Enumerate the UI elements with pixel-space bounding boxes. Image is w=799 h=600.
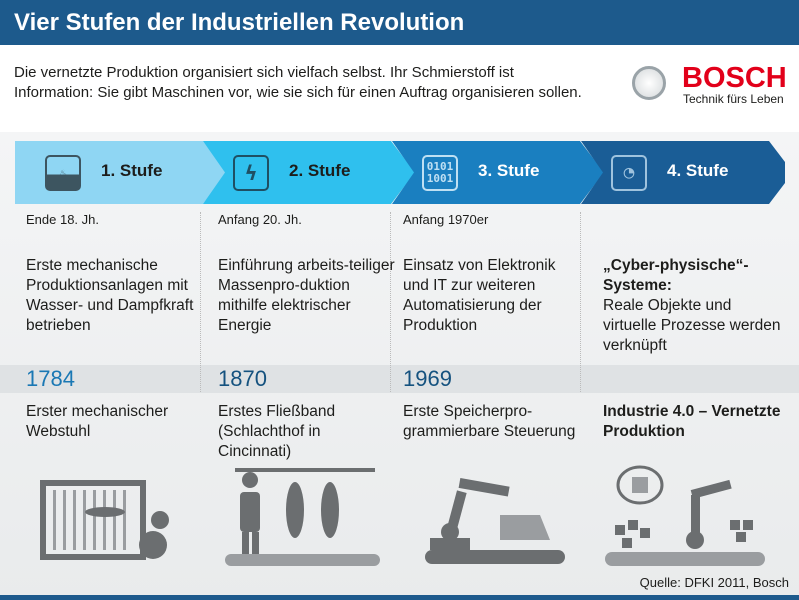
stage-2-chevron: ϟ 2. Stufe xyxy=(203,141,415,204)
stage-2-year: 1870 xyxy=(218,366,267,391)
year-band xyxy=(0,365,799,393)
stage-label: 3. Stufe xyxy=(478,161,540,180)
stage-label: 4. Stufe xyxy=(667,161,729,180)
stage-4-chevron: ◔ 4. Stufe xyxy=(581,141,785,204)
robot-arm-illustration xyxy=(425,478,565,564)
stage-1-date: Ende 18. Jh. xyxy=(26,212,99,227)
logo-brand: BOSCH xyxy=(682,62,787,94)
footer-bar xyxy=(0,595,799,600)
bosch-armature-icon xyxy=(632,66,666,100)
intro-text: Die vernetzte Produktion organisiert sic… xyxy=(14,64,582,101)
stage-2-milestone: Erstes Fließband (Schlachthof in Cincinn… xyxy=(218,403,336,460)
wireless-icon: ◔ xyxy=(611,155,647,191)
source-note: Quelle: DFKI 2011, Bosch xyxy=(639,575,789,590)
stage-3-date: Anfang 1970er xyxy=(403,212,489,227)
column-divider xyxy=(580,212,581,392)
stage-4-description-text: Reale Objekte und virtuelle Prozesse wer… xyxy=(603,297,781,354)
column-divider xyxy=(390,212,391,392)
loom-illustration xyxy=(40,480,169,560)
stage-1-description: Erste mechanische Produktionsanlagen mit… xyxy=(26,257,194,334)
stage-1-chevron: ♨ 1. Stufe xyxy=(15,141,227,204)
stage-1-year: 1784 xyxy=(26,366,75,391)
stage-label: 1. Stufe xyxy=(101,161,163,180)
steam-icon: ♨ xyxy=(45,155,81,191)
stage-4-description: „Cyber-physische“-Systeme: Reale Objekte… xyxy=(603,256,783,356)
page-title: Vier Stufen der Industriellen Revolution xyxy=(0,0,799,45)
binary-icon: 0101 1001 xyxy=(422,155,458,191)
column-divider xyxy=(200,212,201,392)
lightning-icon: ϟ xyxy=(233,155,269,191)
stage-4-description-title: „Cyber-physische“-Systeme: xyxy=(603,257,749,294)
stage-3-year: 1969 xyxy=(403,366,452,391)
intro-section: Die vernetzte Produktion organisiert sic… xyxy=(0,45,799,132)
networked-production-illustration xyxy=(605,465,765,566)
stage-2-description: Einführung arbeits-teiliger Massenpro-du… xyxy=(218,257,395,334)
stage-1-milestone: Erster mechanischer Webstuhl xyxy=(26,403,169,440)
stage-2-date: Anfang 20. Jh. xyxy=(218,212,302,227)
logo-tagline: Technik fürs Leben xyxy=(683,92,784,106)
stage-4-milestone: Industrie 4.0 – Vernetzte Produktion xyxy=(603,403,781,440)
stage-label: 2. Stufe xyxy=(289,161,351,180)
stage-3-milestone: Erste Speicherpro-grammierbare Steuerung xyxy=(403,403,576,440)
assembly-line-illustration xyxy=(225,468,380,566)
stage-3-description: Einsatz von Elektronik und IT zur weiter… xyxy=(403,257,556,334)
stage-3-chevron: 0101 1001 3. Stufe xyxy=(392,141,604,204)
